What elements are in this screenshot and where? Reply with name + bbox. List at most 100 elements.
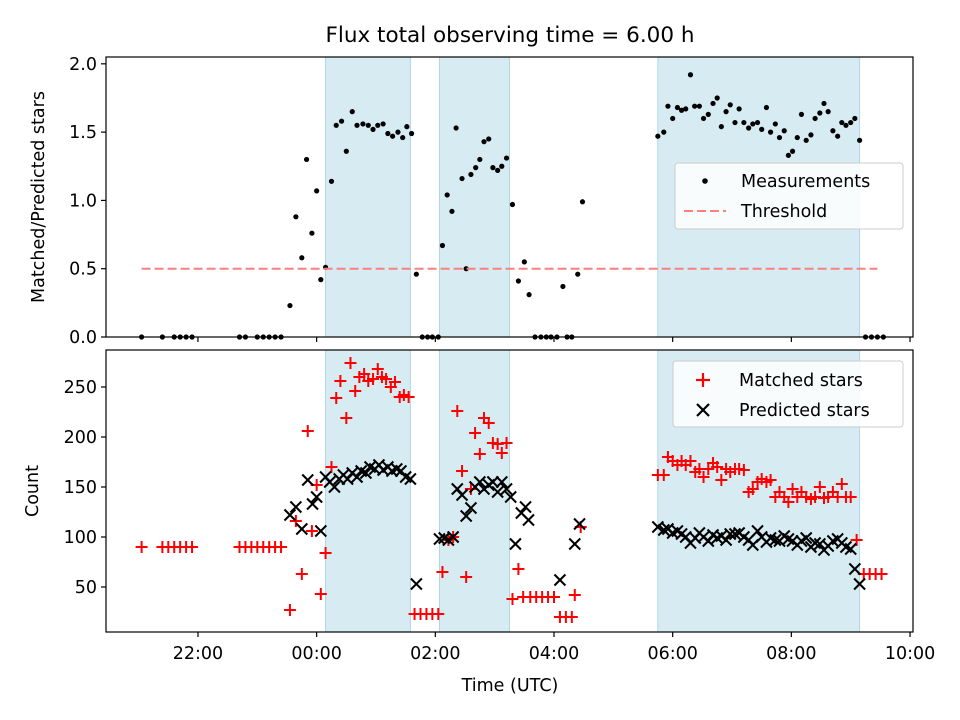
measurement-point xyxy=(408,130,415,137)
matched-star-point xyxy=(301,425,314,437)
matched-star-point xyxy=(135,541,148,553)
predicted-star-point xyxy=(657,523,670,537)
observing-interval-2 xyxy=(438,56,511,338)
predicted-star-point xyxy=(328,480,341,494)
matched-star-point xyxy=(786,483,799,495)
predicted-star-point xyxy=(728,527,742,541)
measurement-point xyxy=(503,155,510,161)
matched-star-point xyxy=(388,376,401,388)
measurement-point xyxy=(794,134,800,141)
x-tick-label: 06:00 xyxy=(647,644,697,664)
matched-star-point xyxy=(344,357,357,369)
measurement-point xyxy=(495,167,501,173)
predicted-star-point xyxy=(491,485,504,499)
measurement-point xyxy=(772,121,778,127)
y-tick-label: 2.0 xyxy=(69,55,97,75)
legend-threshold-label: Threshold xyxy=(740,202,827,222)
matched-star-point xyxy=(657,469,670,481)
measurement-point xyxy=(665,103,671,109)
measurement-point xyxy=(349,109,355,115)
measurement-point xyxy=(333,122,339,128)
measurement-point xyxy=(328,178,335,184)
predicted-star-point xyxy=(495,475,508,489)
measurement-point xyxy=(318,277,324,283)
measurement-point xyxy=(843,122,849,128)
measurement-point xyxy=(754,119,761,126)
measurement-point xyxy=(490,165,496,171)
predicted-star-point xyxy=(455,488,469,502)
predicted-star-point xyxy=(853,577,866,591)
predicted-star-point xyxy=(350,470,364,484)
matched-star-point xyxy=(436,566,449,578)
matched-star-point xyxy=(711,461,724,473)
x-axis-label: Time (UTC) xyxy=(461,676,559,696)
x-tick-label: 02:00 xyxy=(410,644,460,664)
matched-star-point xyxy=(506,593,519,605)
matched-star-point xyxy=(715,474,728,486)
matched-star-point xyxy=(875,568,888,580)
measurement-point xyxy=(287,302,293,309)
measurement-point xyxy=(360,121,366,127)
measurement-point xyxy=(746,125,752,131)
predicted-star-point xyxy=(651,520,665,534)
measurement-point xyxy=(674,104,681,111)
matched-star-point xyxy=(482,417,495,429)
legend-measurements-label: Measurements xyxy=(741,172,870,192)
measurement-point xyxy=(439,242,446,249)
measurement-point xyxy=(560,283,566,290)
y-tick-label: 1.5 xyxy=(69,123,97,143)
measurement-point xyxy=(404,124,410,130)
predicted-star-point xyxy=(295,522,309,536)
count-plot-frame xyxy=(105,349,914,633)
measurement-point xyxy=(723,109,729,115)
measurement-point xyxy=(825,109,831,115)
measurement-point xyxy=(293,214,299,220)
measurement-point xyxy=(856,137,863,143)
x-tick-label: 08:00 xyxy=(766,644,816,664)
measurement-point xyxy=(736,106,742,112)
predicted-star-point xyxy=(799,531,813,545)
time-x-axis: 22:00 00:00 02:00 04:00 06:00 08:00 10:00 xyxy=(173,632,935,664)
measurement-point xyxy=(687,72,694,78)
ratio-legend: Measurements Threshold xyxy=(674,162,904,230)
predicted-star-point xyxy=(459,509,473,523)
measurement-point xyxy=(812,115,818,122)
matched-star-point xyxy=(330,392,343,404)
measurement-point xyxy=(453,125,459,131)
matched-star-point xyxy=(314,588,327,600)
measurement-point xyxy=(848,119,854,126)
measurement-point xyxy=(314,188,320,194)
predicted-star-point xyxy=(473,475,487,489)
x-tick-label: 04:00 xyxy=(529,644,579,664)
y-tick-label: 200 xyxy=(64,428,97,448)
ratio-x-ticks xyxy=(197,337,911,342)
predicted-star-point xyxy=(446,530,460,544)
measurement-point xyxy=(830,128,836,134)
measurement-point xyxy=(789,148,796,154)
measurement-point xyxy=(852,115,858,122)
predicted-star-point xyxy=(289,500,303,514)
matched-star-point xyxy=(473,448,486,460)
matched-star-point xyxy=(456,465,469,477)
matched-star-point xyxy=(737,464,750,476)
measurement-point xyxy=(741,119,747,126)
measurement-point xyxy=(785,152,791,158)
measurement-point xyxy=(696,103,702,109)
measurement-point xyxy=(370,126,376,132)
predicted-star-point xyxy=(522,513,535,527)
measurement-point xyxy=(459,175,465,182)
measurement-point xyxy=(750,121,756,127)
predicted-star-point xyxy=(848,562,862,576)
predicted-star-point xyxy=(568,537,581,551)
count-y-axis: 50 100 150 200 250 xyxy=(64,378,106,598)
matched-star-point xyxy=(371,363,384,375)
predicted-star-point xyxy=(769,533,782,547)
matched-star-point xyxy=(460,571,473,583)
predicted-star-point xyxy=(486,475,500,489)
matched-star-point xyxy=(349,385,362,397)
measurement-point xyxy=(727,102,733,108)
predicted-star-point xyxy=(283,508,297,522)
measurement-point xyxy=(380,121,386,127)
matched-star-point xyxy=(835,478,848,490)
measurement-point xyxy=(444,192,450,198)
